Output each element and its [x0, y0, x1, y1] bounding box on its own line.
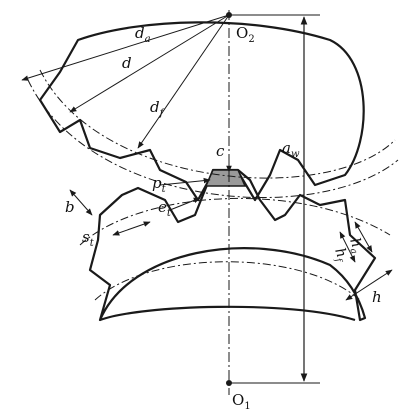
label-o2: O2	[236, 24, 255, 45]
lower-root-circle	[94, 261, 361, 301]
face-width-dimension	[69, 189, 93, 216]
pitch-dimension	[159, 177, 211, 186]
label-clearance: c	[216, 142, 225, 160]
upper-tip-circle	[39, 69, 396, 179]
upper-gear-outline	[38, 21, 365, 202]
label-pitch-diameter: d	[122, 54, 132, 72]
label-space-width: et	[158, 198, 172, 219]
tip-diameter-line	[21, 14, 230, 81]
label-tip-diameter: da	[135, 24, 151, 45]
lower-gear-base	[99, 305, 356, 322]
label-pitch: pt	[152, 174, 167, 195]
space-width-dimension	[169, 197, 201, 211]
addendum-dimension	[354, 221, 373, 253]
tooth-height-dimension	[345, 269, 393, 301]
pitch-diameter-line	[69, 14, 230, 113]
label-face-width: b	[65, 198, 75, 216]
dedendum-dimension	[339, 231, 356, 263]
label-center-distance: aw	[282, 139, 300, 160]
root-diameter-line	[137, 14, 230, 149]
label-tooth-height: h	[372, 288, 382, 306]
label-o1: O1	[232, 391, 251, 412]
upper-pitch-circle	[27, 79, 399, 198]
lower-gear-outline	[88, 168, 377, 322]
tooth-thickness-dimension	[112, 221, 151, 236]
label-dedendum: hf	[329, 246, 351, 265]
clearance-zone	[204, 169, 247, 187]
label-tooth-thickness: st	[82, 228, 95, 249]
lower-pitch-circle	[79, 197, 391, 246]
label-root-diameter: df	[150, 98, 166, 119]
